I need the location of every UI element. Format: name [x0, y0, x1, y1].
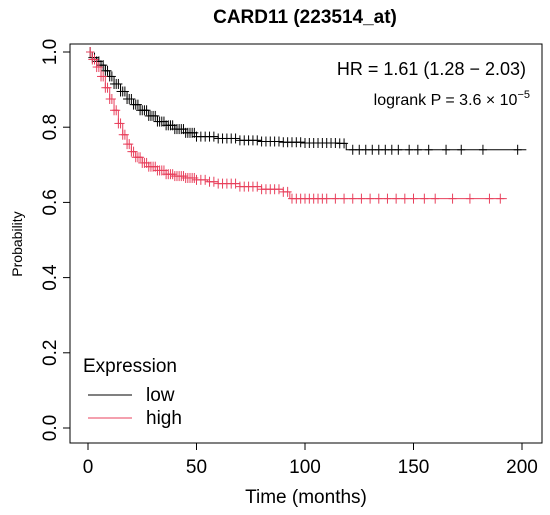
plot-frame	[69, 43, 543, 444]
x-axis-label: Time (months)	[245, 487, 367, 508]
x-tick-label: 100	[289, 457, 321, 478]
y-tick-label: 0.8	[40, 114, 61, 140]
x-tick-label: 150	[398, 457, 430, 478]
series-layer	[86, 47, 527, 204]
y-tick-label: 0.4	[40, 264, 61, 291]
logrank-text: logrank P = 3.6 × 10	[374, 92, 518, 109]
y-axis-label: Probability	[9, 211, 25, 276]
legend-label-high: high	[146, 408, 182, 429]
logrank-exponent: −5	[517, 89, 530, 101]
y-tick-label: 0.2	[40, 340, 61, 366]
x-tick-label: 0	[83, 457, 94, 478]
censor-marks-low	[86, 47, 522, 155]
logrank-annotation: logrank P = 3.6 × 10−5	[374, 89, 530, 109]
legend-title: Expression	[83, 356, 177, 377]
y-tick-label: 1.0	[40, 39, 61, 65]
legend-label-low: low	[146, 385, 175, 406]
hazard-ratio-annotation: HR = 1.61 (1.28 − 2.03)	[337, 59, 526, 79]
legend: Expression low high	[83, 356, 182, 429]
chart-title: CARD11 (223514_at)	[213, 7, 397, 28]
y-tick-label: 0.6	[40, 189, 61, 215]
axes: 0 50 100 150 200 0.0 0.2 0.4 0.6 0.8 1.0	[40, 39, 538, 478]
x-tick-label: 50	[186, 457, 207, 478]
y-tick-label: 0.0	[40, 415, 61, 441]
censor-marks-high	[86, 47, 505, 204]
x-tick-label: 200	[506, 457, 538, 478]
